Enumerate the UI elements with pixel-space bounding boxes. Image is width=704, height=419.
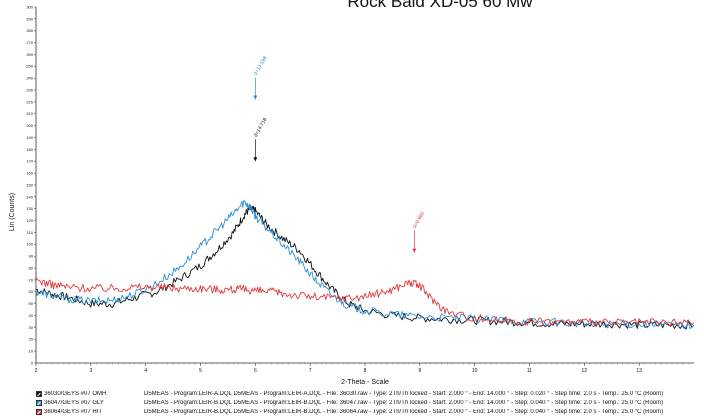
legend-entry-name: 36047/GEYS #07 GLY [44, 399, 104, 406]
y-tick-label: 30 [29, 325, 34, 330]
y-tick-label: 150 [26, 182, 33, 187]
y-tick-label: 70 [29, 277, 34, 282]
y-tick-label: 190 [26, 135, 33, 140]
legend-entry: 36064/GEYS #07 HIT D5MEAS - Program:LEIR… [36, 407, 704, 416]
x-tick-label: 12 [582, 368, 588, 374]
x-axis: 2 3 4 5 6 7 8 9 10 11 12 13 [35, 363, 689, 374]
y-axis: 3002902802702602502402302202102001901801… [26, 4, 36, 365]
series-line-3 [35, 276, 695, 328]
annotation-layer: d=14.598 d=14.718 d=9.960 [253, 55, 426, 253]
y-tick-label: 90 [29, 254, 34, 259]
y-tick-label: 140 [26, 194, 33, 199]
y-tick-label: 210 [26, 111, 33, 116]
y-axis-label: Lin (Counts) [9, 193, 16, 231]
annotation-arrow-icon [412, 248, 417, 253]
x-tick-label: 3 [89, 368, 92, 374]
y-tick-label: 270 [26, 40, 33, 45]
legend-swatch-icon [36, 399, 42, 406]
y-tick-label: 130 [26, 206, 33, 211]
y-tick-label: 250 [26, 64, 33, 69]
y-tick-label: 100 [26, 242, 33, 247]
y-tick-label: 200 [26, 123, 33, 128]
series-layer [35, 200, 695, 330]
legend-entry-name: 36030/GEYS #07 OMH [44, 390, 107, 397]
annotation-label: d=14.598 [253, 55, 269, 76]
x-axis-label: 2-Theta - Scale [341, 379, 389, 386]
y-tick-label: 290 [26, 16, 33, 21]
x-tick-label: 9 [418, 368, 421, 374]
x-tick-label: 6 [254, 368, 257, 374]
x-tick-label: 4 [144, 368, 147, 374]
annotation-label: d=9.960 [412, 211, 426, 230]
y-tick-label: 0 [31, 360, 34, 365]
x-tick-label: 13 [636, 368, 642, 374]
x-tick-label: 7 [309, 368, 312, 374]
annotation-arrow-icon [253, 95, 258, 100]
y-tick-label: 50 [29, 301, 34, 306]
legend-entry-description: D5MEAS - Program:LEIR-B.DQL D5MEAS - Pro… [144, 399, 664, 406]
y-tick-label: 220 [26, 99, 33, 104]
legend-entry-description: D5MEAS - Program:LEIR-B.DQL D5MEAS - Pro… [144, 408, 664, 415]
legend-entry-name: 36064/GEYS #07 HIT [44, 408, 103, 415]
y-tick-label: 40 [29, 313, 34, 318]
y-tick-label: 260 [26, 52, 33, 57]
x-tick-label: 11 [527, 368, 532, 374]
y-tick-label: 60 [29, 289, 34, 294]
x-tick-label: 2 [35, 368, 38, 374]
y-tick-label: 110 [27, 230, 34, 235]
y-tick-label: 170 [26, 159, 33, 164]
series-line-1 [35, 204, 695, 330]
legend-swatch-icon [36, 408, 42, 415]
series-line-2 [35, 200, 695, 330]
chart-title: Rock Baid XD-05 60 Mw [347, 0, 533, 11]
legend-swatch-icon [36, 390, 42, 397]
y-tick-label: 160 [26, 171, 33, 176]
x-tick-label: 8 [364, 368, 367, 374]
y-tick-label: 230 [26, 87, 33, 92]
y-tick-label: 240 [26, 76, 33, 81]
y-tick-label: 280 [26, 28, 33, 33]
legend-entry-description: D5MEAS - Program:LEIR-A.DQL D5MEAS - Pro… [144, 390, 664, 397]
annotation-label: d=14.718 [253, 117, 269, 138]
x-tick-label: 5 [199, 368, 202, 374]
legend: 36030/GEYS #07 OMH D5MEAS - Program:LEIR… [36, 389, 704, 416]
legend-entry: 36047/GEYS #07 GLY D5MEAS - Program:LEIR… [36, 398, 704, 407]
y-tick-label: 20 [29, 337, 34, 342]
y-tick-label: 80 [29, 265, 34, 270]
legend-entry: 36030/GEYS #07 OMH D5MEAS - Program:LEIR… [36, 389, 704, 398]
y-tick-label: 180 [26, 147, 33, 152]
x-tick-label: 10 [472, 368, 478, 374]
y-tick-label: 300 [26, 4, 33, 9]
y-tick-label: 10 [29, 349, 34, 354]
y-tick-label: 120 [26, 218, 33, 223]
annotation-arrow-icon [253, 157, 258, 162]
